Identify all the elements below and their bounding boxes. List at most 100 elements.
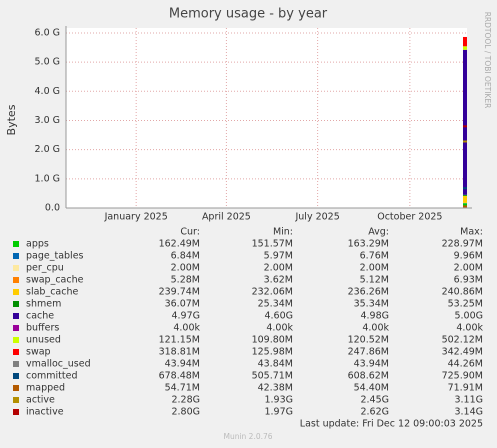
legend-label: per_cpu [26,263,64,274]
min-value: 109.80M [252,335,293,346]
max-value: 240.86M [442,287,483,298]
cur-value: 2.80G [171,407,200,418]
avg-value: 4.98G [360,311,389,322]
max-value: 725.90M [442,371,483,382]
watermark: RRDTOOL / TOBI OETIKER [483,12,492,109]
avg-value: 2.00M [360,263,389,274]
avg-value: 54.40M [354,383,389,394]
legend-label: committed [26,371,78,382]
max-value: 9.96M [454,251,483,262]
cur-value: 678.48M [159,371,200,382]
y-tick-label: 5.0 G [35,57,61,68]
max-value: 502.12M [442,335,483,346]
x-tick-label: April 2025 [202,212,251,223]
area-segment [462,46,467,50]
avg-value: 2.62G [360,407,389,418]
cur-value: 5.28M [171,275,200,286]
x-tick-label: October 2025 [377,212,442,223]
legend-swatch [13,277,19,283]
column-header: Max: [460,227,483,238]
marks [462,36,467,208]
min-value: 3.62M [264,275,293,286]
y-axis-label: Bytes [5,104,18,135]
avg-value: 43.94M [354,359,389,370]
avg-value: 247.86M [348,347,389,358]
cur-value: 121.15M [159,335,200,346]
legend-swatch [13,385,19,391]
cur-value: 36.07M [165,299,200,310]
area-segment [462,194,467,196]
cur-value: 162.49M [159,239,200,250]
legend-label: buffers [26,323,59,334]
legend-label: cache [26,311,54,322]
max-value: 4.00k [456,323,483,334]
max-value: 2.00M [454,263,483,274]
cur-value: 6.84M [171,251,200,262]
cur-value: 54.71M [165,383,200,394]
y-tick-label: 2.0 G [35,144,61,155]
x-tick-label: July 2025 [294,212,339,223]
avg-value: 5.12M [360,275,389,286]
avg-value: 120.52M [348,335,389,346]
avg-value: 2.45G [360,395,389,406]
max-value: 3.14G [454,407,483,418]
y-tick-label: 1.0 G [35,173,61,184]
cur-value: 2.28G [171,395,200,406]
cur-value: 2.00M [171,263,200,274]
min-value: 25.34M [258,299,293,310]
last-update: Last update: Fri Dec 12 09:00:03 2025 [300,419,483,430]
min-value: 1.93G [264,395,293,406]
area-segment [462,49,467,195]
chart-title: Memory usage - by year [169,7,328,22]
min-value: 232.06M [252,287,293,298]
min-value: 4.60G [264,311,293,322]
min-value: 43.84M [258,359,293,370]
area-segment [462,36,467,47]
min-value: 42.38M [258,383,293,394]
max-value: 342.49M [442,347,483,358]
avg-value: 35.34M [354,299,389,310]
legend-label: active [26,395,55,406]
legend-swatch [13,301,19,307]
plot-area [66,28,467,208]
legend-swatch [13,265,19,271]
cur-value: 4.97G [171,311,200,322]
cur-value: 239.74M [159,287,200,298]
avg-value: 6.76M [360,251,389,262]
legend-label: swap [26,347,51,358]
avg-value: 163.29M [348,239,389,250]
max-value: 3.11G [454,395,483,406]
min-value: 4.00k [266,323,293,334]
max-value: 5.00G [454,311,483,322]
avg-value: 4.00k [362,323,389,334]
max-value: 228.97M [442,239,483,250]
legend-swatch [13,337,19,343]
min-value: 125.98M [252,347,293,358]
legend-swatch [13,373,19,379]
min-value: 505.71M [252,371,293,382]
legend-label: apps [26,239,49,250]
cur-value: 4.00k [173,323,200,334]
y-tick-label: 6.0 G [35,27,61,38]
max-value: 53.25M [448,299,483,310]
cur-value: 43.94M [165,359,200,370]
legend-swatch [13,361,19,367]
min-value: 1.97G [264,407,293,418]
legend-swatch [13,349,19,355]
legend-swatch [13,253,19,259]
legend-label: page_tables [26,251,84,262]
legend-label: swap_cache [26,275,84,286]
legend: Cur: Min: Avg: Max: apps 162.49M 151.57M 163.29… [13,227,483,418]
avg-value: 608.62M [348,371,389,382]
legend-swatch [13,313,19,319]
legend-label: slab_cache [26,287,78,298]
avg-value: 236.26M [348,287,389,298]
max-value: 6.93M [454,275,483,286]
min-value: 5.97M [264,251,293,262]
legend-label: inactive [26,407,64,418]
max-value: 71.91M [448,383,483,394]
legend-swatch [13,289,19,295]
legend-label: unused [26,335,61,346]
legend-label: mapped [26,383,65,394]
x-tick-label: January 2025 [104,212,168,223]
